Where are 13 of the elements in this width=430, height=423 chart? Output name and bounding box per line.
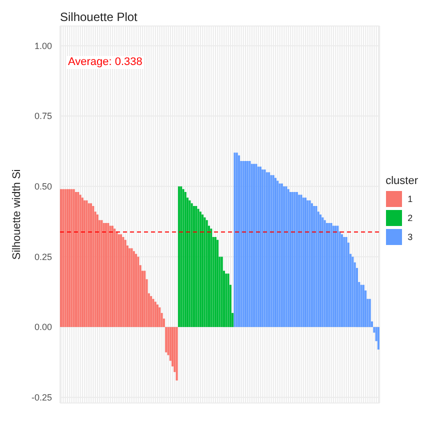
chart-title: Silhouette Plot <box>60 10 138 24</box>
legend-label: 3 <box>408 232 413 242</box>
y-tick-label: 0.50 <box>34 182 52 192</box>
y-tick-label: 0.75 <box>34 111 52 122</box>
y-tick-label: 1.00 <box>34 40 52 51</box>
annotation: Average: 0.338 <box>66 56 144 69</box>
y-tick-label: 0.25 <box>34 252 52 262</box>
y-axis-title: Silhouette width Si <box>10 169 23 260</box>
legend-label: 2 <box>408 213 413 223</box>
y-tick-label: -0.25 <box>31 392 52 403</box>
y-tick-label: 0.00 <box>34 322 52 332</box>
legend-label: 1 <box>408 194 413 204</box>
legend-title: cluster <box>386 175 418 187</box>
